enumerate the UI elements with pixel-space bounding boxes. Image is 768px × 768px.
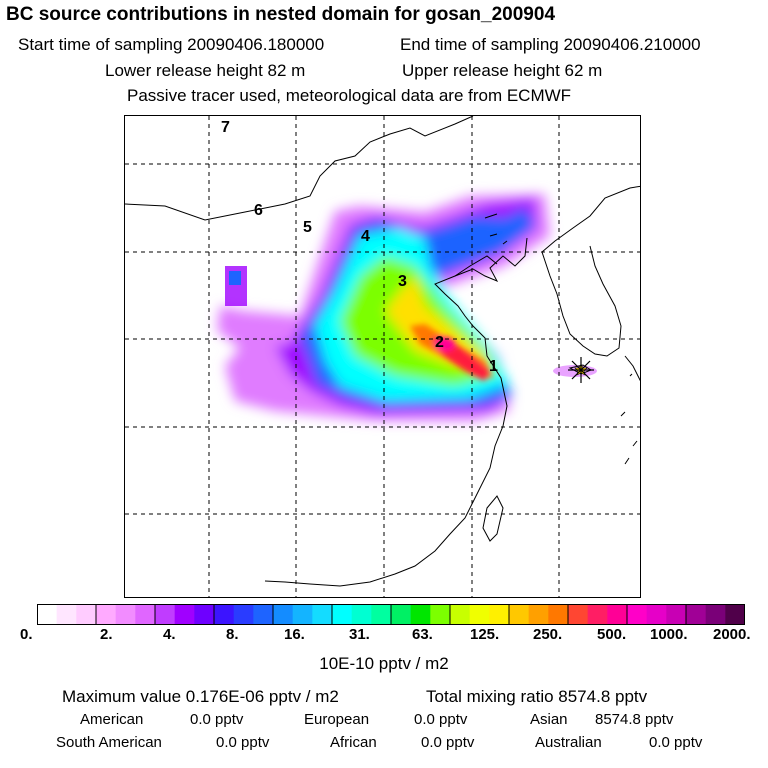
figure-title: BC source contributions in nested domain… xyxy=(6,4,556,25)
colorbar-cell xyxy=(666,604,687,625)
region-label-6: 6 xyxy=(254,202,263,219)
lower-release-text: Lower release height 82 m xyxy=(105,61,306,80)
colorbar-cell xyxy=(135,604,156,625)
colorbar-cell xyxy=(155,604,176,625)
korean-peninsula xyxy=(541,245,622,357)
american-value: 0.0 pptv xyxy=(190,711,244,728)
colorbar-tick-label: 16. xyxy=(284,626,305,643)
asian-label: Asian xyxy=(530,711,568,728)
european-value: 0.0 pptv xyxy=(414,711,468,728)
mongolia-border xyxy=(125,116,474,221)
colorbar-cell xyxy=(528,604,549,625)
isolated-patch-west-core xyxy=(229,271,241,285)
colorbar-cell xyxy=(450,604,471,625)
end-time-text: End time of sampling 20090406.210000 xyxy=(400,35,701,54)
colorbar-cell xyxy=(194,604,215,625)
japan-coast xyxy=(624,355,640,382)
colorbar-cell xyxy=(76,604,97,625)
colorbar-tick-label: 250. xyxy=(533,626,563,643)
colorbar xyxy=(37,604,745,625)
shandong-peninsula xyxy=(454,255,498,277)
colorbar-cell xyxy=(705,604,726,625)
colorbar-cell xyxy=(489,604,510,625)
colorbar-tick-label: 500. xyxy=(597,626,627,643)
colorbar-cell xyxy=(607,604,628,625)
colorbar-cell xyxy=(371,604,392,625)
total-mixing-ratio-text: Total mixing ratio 8574.8 pptv xyxy=(426,687,648,706)
region-label-5: 5 xyxy=(303,219,312,236)
colorbar-tick-label: 2. xyxy=(100,626,113,643)
map-svg: 7 6 5 4 3 2 1 xyxy=(125,116,640,597)
colorbar-cell xyxy=(410,604,431,625)
upper-release-text: Upper release height 62 m xyxy=(402,61,603,80)
region-label-2: 2 xyxy=(435,334,444,351)
taiwan-island xyxy=(482,495,504,542)
colorbar-tick-label: 31. xyxy=(349,626,370,643)
south-american-value: 0.0 pptv xyxy=(216,734,270,751)
region-label-7: 7 xyxy=(221,119,230,136)
tracer-note-text: Passive tracer used, meteorological data… xyxy=(127,86,572,105)
colorbar-cell xyxy=(56,604,77,625)
korea-border xyxy=(541,185,640,253)
colorbar-tick-label: 8. xyxy=(226,626,239,643)
region-label-3: 3 xyxy=(398,273,407,290)
colorbar-cell xyxy=(174,604,195,625)
colorbar-cell xyxy=(627,604,648,625)
colorbar-cell xyxy=(391,604,412,625)
colorbar-cell xyxy=(686,604,707,625)
colorbar-cell xyxy=(96,604,117,625)
colorbar-cell xyxy=(37,604,58,625)
colorbar-cell xyxy=(568,604,589,625)
plume-peak-magenta xyxy=(435,337,455,351)
asian-value: 8574.8 pptv xyxy=(595,711,674,728)
concentration-field xyxy=(217,194,597,421)
colorbar-cell xyxy=(292,604,313,625)
african-value: 0.0 pptv xyxy=(421,734,475,751)
south-american-label: South American xyxy=(56,734,162,751)
colorbar-cell xyxy=(233,604,254,625)
colorbar-cell xyxy=(214,604,235,625)
african-label: African xyxy=(330,734,377,751)
colorbar-cell xyxy=(725,604,745,625)
graticule xyxy=(125,116,640,597)
start-time-text: Start time of sampling 20090406.180000 xyxy=(18,35,325,54)
colorbar-tick-label: 4. xyxy=(163,626,176,643)
region-label-1: 1 xyxy=(489,358,498,375)
maximum-value-text: Maximum value 0.176E-06 pptv / m2 xyxy=(62,687,339,706)
colorbar-tick-label: 0. xyxy=(20,626,33,643)
colorbar-cell xyxy=(509,604,530,625)
colorbar-cell xyxy=(548,604,569,625)
australian-label: Australian xyxy=(535,734,602,751)
colorbar-cell xyxy=(646,604,667,625)
colorbar-units: 10E-10 pptv / m2 xyxy=(319,654,449,673)
colorbar-cell xyxy=(312,604,333,625)
ryukyu-islands xyxy=(620,373,638,465)
colorbar-tick-label: 1000. xyxy=(650,626,688,643)
colorbar-cell xyxy=(332,604,353,625)
colorbar-cell xyxy=(587,604,608,625)
colorbar-cell xyxy=(351,604,372,625)
european-label: European xyxy=(304,711,370,728)
colorbar-cell xyxy=(430,604,451,625)
colorbar-tick-label: 125. xyxy=(470,626,500,643)
colorbar-cell xyxy=(253,604,274,625)
map-panel: 7 6 5 4 3 2 1 xyxy=(124,115,641,598)
colorbar-cell xyxy=(115,604,136,625)
australian-value: 0.0 pptv xyxy=(649,734,703,751)
colorbar-tick-label: 63. xyxy=(412,626,433,643)
colorbar-tick-label: 2000. xyxy=(713,626,751,643)
colorbar-cell xyxy=(469,604,490,625)
american-label: American xyxy=(80,711,144,728)
star-icon xyxy=(568,357,594,383)
region-label-4: 4 xyxy=(361,228,370,245)
china-coast xyxy=(264,237,528,587)
colorbar-cell xyxy=(273,604,294,625)
plume-level-yellow xyxy=(385,276,487,371)
yellow-sea-islands xyxy=(484,213,508,245)
